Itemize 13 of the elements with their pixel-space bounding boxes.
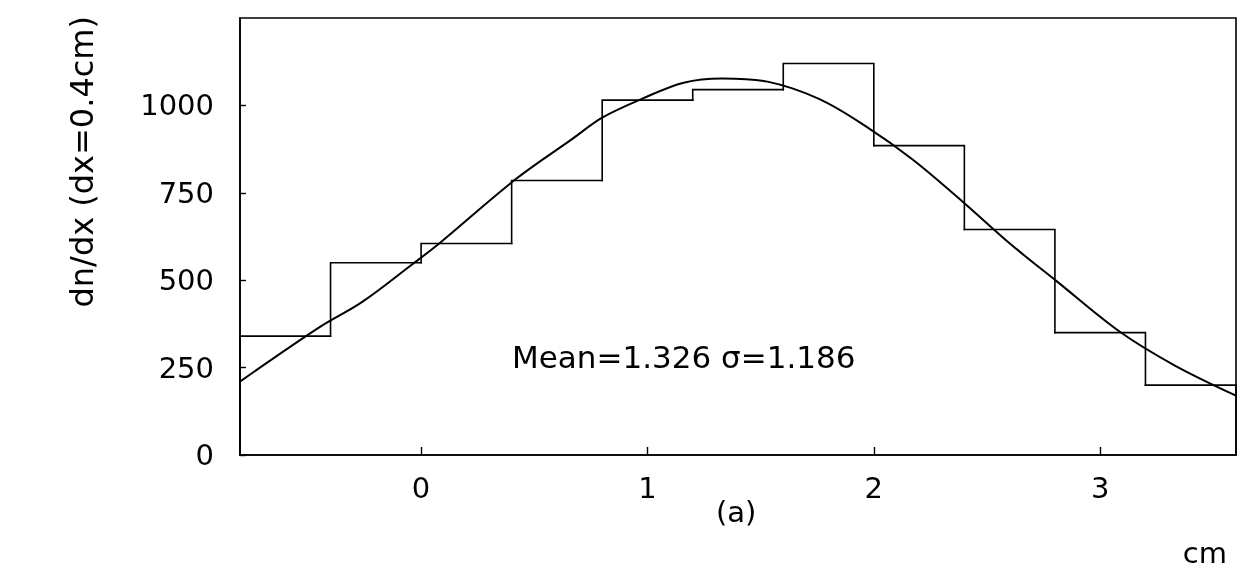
y-axis-title: dn/dx (dx=0.4cm) — [63, 16, 101, 308]
x-axis-title: cm — [1182, 535, 1228, 569]
x-tick-label: 2 — [864, 470, 884, 505]
x-tick-label: 3 — [1090, 470, 1110, 505]
y-tick-label: 0 — [195, 438, 214, 472]
y-tick-label: 500 — [158, 263, 214, 298]
annotation: Mean=1.326 σ=1.186 — [512, 338, 856, 375]
x-tick-label: 1 — [638, 470, 657, 505]
x-tick-label: 0 — [411, 470, 431, 505]
y-tick-label: 250 — [158, 350, 214, 385]
y-tick-label: 750 — [158, 175, 214, 210]
y-tick-label: 1000 — [140, 88, 214, 123]
text: (a) — [716, 494, 757, 529]
